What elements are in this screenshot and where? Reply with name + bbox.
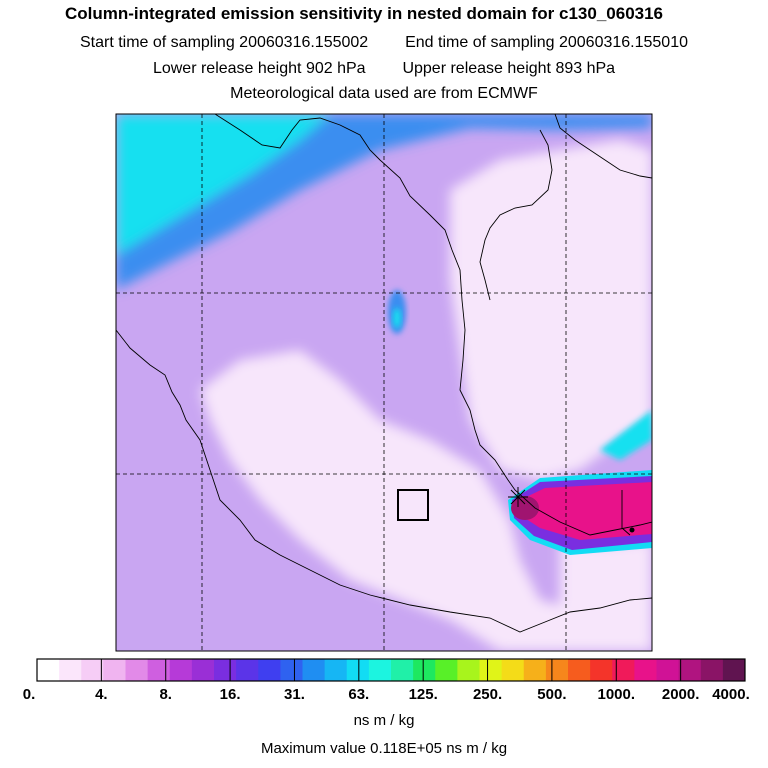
- colorbar-swatch: [280, 659, 303, 681]
- colorbar-swatch: [700, 659, 724, 681]
- colorbar-tick-label: 16.: [220, 686, 241, 703]
- colorbar-tick-label: 1000.: [597, 686, 635, 703]
- maximum-value: Maximum value 0.118E+05 ns m / kg: [260, 740, 508, 757]
- colorbar-swatch: [523, 659, 547, 681]
- grid-lines: [116, 114, 652, 651]
- colorbar-swatch: [612, 659, 635, 681]
- coastlines: [116, 114, 652, 633]
- plume: [508, 470, 652, 555]
- colorbar-tick-label: 4000.: [712, 686, 750, 703]
- colorbar-tick-label: 4.: [95, 686, 108, 703]
- colorbar-swatch: [346, 659, 370, 681]
- colorbar-swatch: [479, 659, 503, 681]
- colorbar-tick-label: 2000.: [662, 686, 700, 703]
- lower-height-label: Lower release height: [152, 60, 302, 77]
- release-heights: Lower release height 902 hPa Upper relea…: [0, 60, 768, 78]
- colorbar-tick-label: 125.: [409, 686, 438, 703]
- end-time-label: End time of sampling: [405, 34, 555, 51]
- colorbar-tick-label: 63.: [348, 686, 369, 703]
- map-frame: [115, 113, 653, 652]
- cyan-band-core: [116, 114, 330, 255]
- colorbar-tick-label: 8.: [159, 686, 172, 703]
- colorbar-swatch: [169, 659, 193, 681]
- low-region-south: [200, 350, 652, 651]
- colorbar-swatch: [191, 659, 215, 681]
- release-box: [397, 489, 429, 521]
- colorbar-unit: ns m / kg: [353, 712, 415, 729]
- low-region-east: [450, 140, 652, 480]
- colorbar-swatch: [147, 659, 171, 681]
- colorbar-swatch: [236, 659, 259, 681]
- colorbar-swatch: [37, 659, 60, 681]
- colorbar-swatch: [103, 659, 126, 681]
- lower-height-value: 902 hPa: [305, 60, 366, 77]
- colorbar-swatch: [81, 659, 104, 681]
- colorbar-frame: [36, 658, 746, 682]
- colorbar-swatch: [59, 659, 82, 681]
- sampling-marker: [629, 527, 635, 533]
- colorbar-swatch: [568, 659, 591, 681]
- colorbar-swatch: [435, 659, 458, 681]
- end-time-value: 20060316.155010: [558, 34, 688, 51]
- colorbar-swatch: [501, 659, 525, 681]
- map-title: Column-integrated emission sensitivity i…: [64, 4, 664, 23]
- colorbar-swatch: [590, 659, 613, 681]
- start-time-value: 20060316.155002: [239, 34, 369, 51]
- cyan-edge-southeast: [600, 410, 652, 460]
- colorbar-swatch: [634, 659, 657, 681]
- colorbar-swatch: [302, 659, 326, 681]
- colorbar-swatch: [656, 659, 680, 681]
- colorbar-swatch: [678, 659, 702, 681]
- colorbar-swatch: [324, 659, 348, 681]
- colorbar-tick-label: 31.: [284, 686, 305, 703]
- start-time-label: Start time of sampling: [79, 34, 235, 51]
- colorbar-swatch: [214, 659, 237, 681]
- colorbar-swatch: [125, 659, 149, 681]
- cyan-patch: [393, 308, 401, 328]
- colorbar-swatch: [391, 659, 414, 681]
- upper-height-value: 893 hPa: [555, 60, 616, 77]
- colorbar-swatch: [457, 659, 480, 681]
- colorbar-swatch: [545, 659, 569, 681]
- release-point-icon: [508, 487, 528, 507]
- colorbar-swatch: [722, 659, 746, 681]
- met-data-line: Meteorological data used are from ECMWF: [230, 85, 538, 102]
- colorbar-tick-label: 250.: [473, 686, 502, 703]
- colorbar-swatch: [368, 659, 392, 681]
- colorbar-swatch: [258, 659, 281, 681]
- colorbar-tick-label: 0.: [23, 686, 36, 703]
- colorbar-tick-label: 500.: [537, 686, 566, 703]
- colorbar-swatch: [413, 659, 436, 681]
- low-region-southeast: [560, 540, 652, 651]
- upper-height-label: Upper release height: [402, 60, 551, 77]
- sampling-times: Start time of sampling 20060316.155002 E…: [0, 34, 768, 52]
